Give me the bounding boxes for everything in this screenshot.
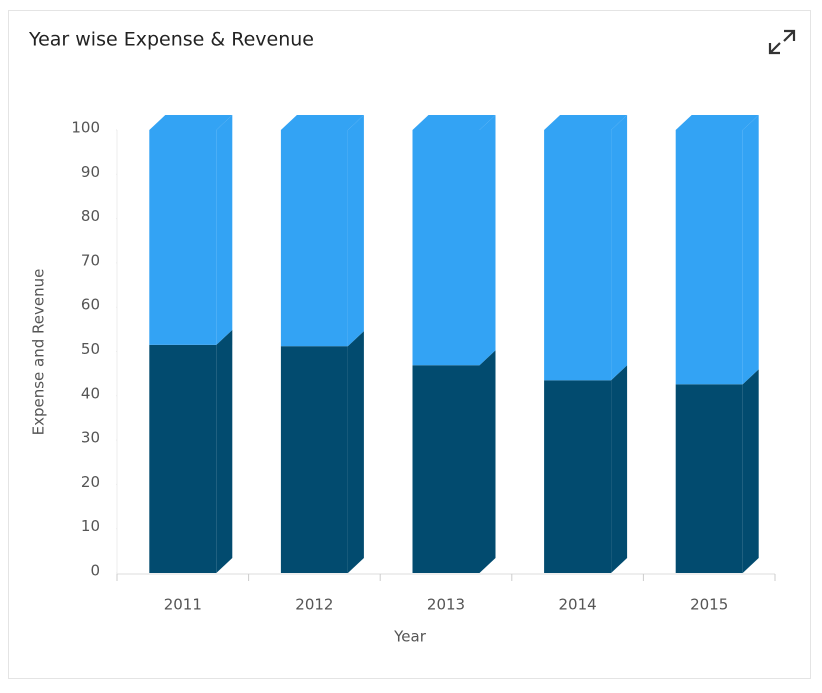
bar-side — [216, 329, 233, 573]
bar-side — [479, 115, 496, 366]
y-tick-label: 70 — [81, 251, 100, 269]
bar-segment — [280, 130, 348, 347]
y-tick-label: 10 — [81, 517, 100, 535]
y-tick-label: 40 — [81, 384, 100, 402]
bar-top — [544, 115, 628, 130]
bar-segment — [675, 384, 743, 573]
y-tick-label: 80 — [81, 207, 100, 225]
bar-segment — [544, 130, 612, 381]
bar-side — [347, 331, 364, 573]
y-tick-label: 50 — [81, 340, 100, 358]
bar-top — [675, 115, 759, 130]
x-tick-label: 2011 — [164, 596, 202, 614]
bar-segment — [149, 130, 217, 345]
y-tick-label: 30 — [81, 429, 100, 447]
y-tick-label: 0 — [90, 562, 100, 580]
y-tick-label: 90 — [81, 163, 100, 181]
x-tick-label: 2015 — [690, 596, 728, 614]
bar-segment — [149, 344, 217, 573]
expand-icon[interactable] — [768, 29, 796, 55]
bar-segment — [280, 346, 348, 573]
bar-side — [742, 369, 759, 573]
bar-side — [479, 350, 496, 573]
bar-side — [611, 115, 628, 381]
bar-side — [611, 365, 628, 573]
bar-side — [216, 115, 233, 345]
x-tick-label: 2013 — [427, 596, 465, 614]
x-tick-label: 2012 — [295, 596, 333, 614]
bar-side — [347, 115, 364, 347]
bar-segment — [544, 380, 612, 573]
bar-segment — [675, 130, 743, 385]
y-axis-title: Expense and Revenue — [30, 269, 48, 436]
bar-side — [742, 115, 759, 385]
bar-segment — [412, 130, 480, 366]
y-tick-label: 20 — [81, 473, 100, 491]
bar-top — [412, 115, 496, 130]
y-tick-label: 100 — [71, 119, 100, 137]
x-tick-label: 2014 — [559, 596, 597, 614]
chart-title: Year wise Expense & Revenue — [28, 29, 314, 51]
y-tick-label: 60 — [81, 296, 100, 314]
x-axis-title: Year — [393, 628, 427, 646]
bar-top — [149, 115, 233, 130]
bar-segment — [412, 365, 480, 573]
bar-top — [280, 115, 364, 130]
